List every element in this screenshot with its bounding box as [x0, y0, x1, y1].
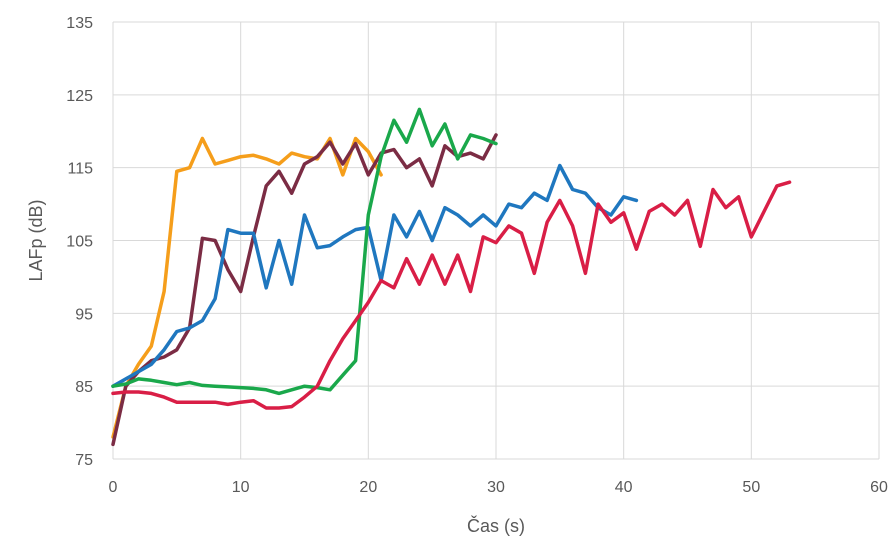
- y-axis-title: LAFp (dB): [26, 199, 46, 281]
- y-tick-label: 125: [66, 88, 93, 105]
- x-tick-label: 30: [487, 479, 505, 496]
- x-tick-label: 60: [870, 479, 888, 496]
- x-tick-label: 10: [232, 479, 250, 496]
- series-line-2: [111, 133, 498, 447]
- x-tick-label: 20: [359, 479, 377, 496]
- series-line-5: [111, 180, 792, 410]
- y-tick-label: 105: [66, 234, 93, 251]
- y-tick-label: 115: [67, 161, 93, 178]
- y-tick-label: 75: [75, 452, 93, 469]
- x-tick-label: 0: [109, 479, 118, 496]
- x-tick-label: 40: [615, 479, 633, 496]
- y-tick-label: 85: [75, 379, 93, 396]
- series-lines: [111, 107, 792, 447]
- y-tick-label: 95: [75, 306, 93, 323]
- x-tick-labels: 0 10 20 30 40 50 60: [109, 479, 888, 496]
- y-tick-labels: 75 85 95 105 115 125 135: [66, 15, 93, 469]
- series-line-4: [111, 107, 498, 396]
- y-tick-label: 135: [66, 15, 93, 32]
- series-line-3: [111, 163, 639, 388]
- x-tick-label: 50: [742, 479, 760, 496]
- x-axis-title: Čas (s): [467, 515, 525, 536]
- series-line-1: [111, 136, 383, 439]
- gridlines: [112, 21, 880, 460]
